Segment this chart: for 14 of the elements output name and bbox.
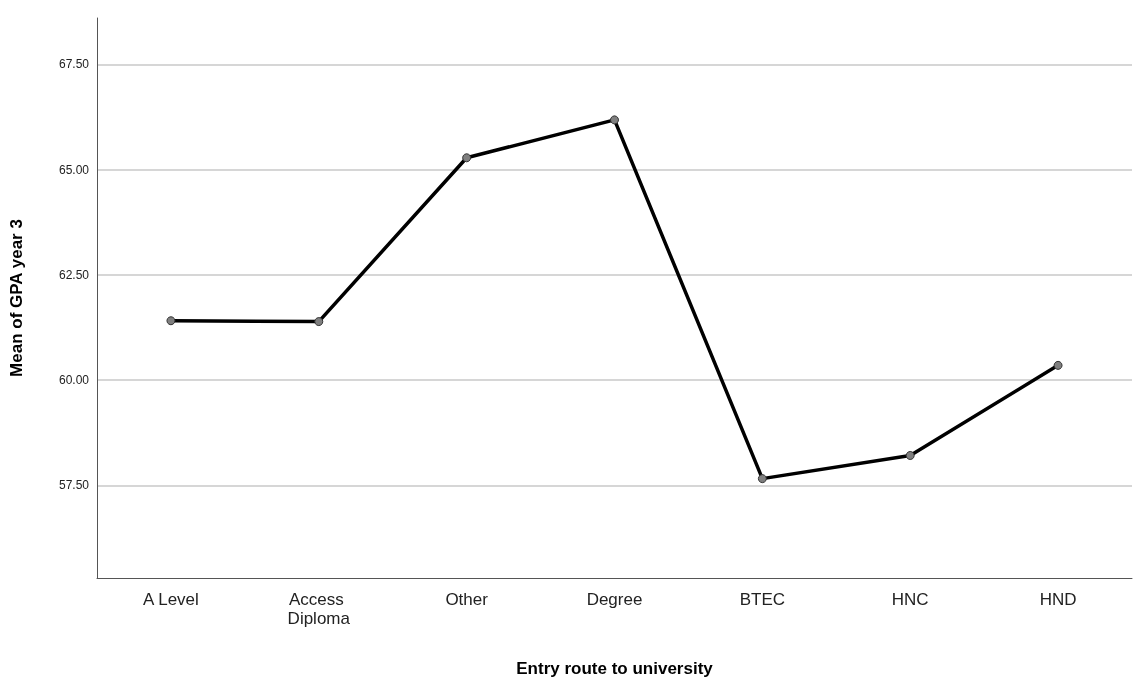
x-tick-label: Access Diploma	[287, 590, 351, 628]
x-tick-label: Degree	[586, 590, 643, 609]
y-tick-label: 65.00	[58, 162, 90, 177]
x-tick-label: A Level	[143, 590, 199, 609]
x-tick-label: HND	[1039, 590, 1077, 609]
y-tick-label: 62.50	[58, 267, 90, 282]
x-tick-label: BTEC	[739, 590, 786, 609]
y-tick-label: 60.00	[58, 373, 90, 388]
y-tick-label: 67.50	[58, 57, 90, 72]
x-axis-title: Entry route to university	[516, 659, 714, 678]
y-tick-label: 57.50	[58, 478, 90, 493]
x-tick-label: Other	[445, 590, 489, 609]
y-axis-title: Mean of GPA year 3	[7, 219, 26, 377]
x-tick-label: HNC	[891, 590, 929, 609]
